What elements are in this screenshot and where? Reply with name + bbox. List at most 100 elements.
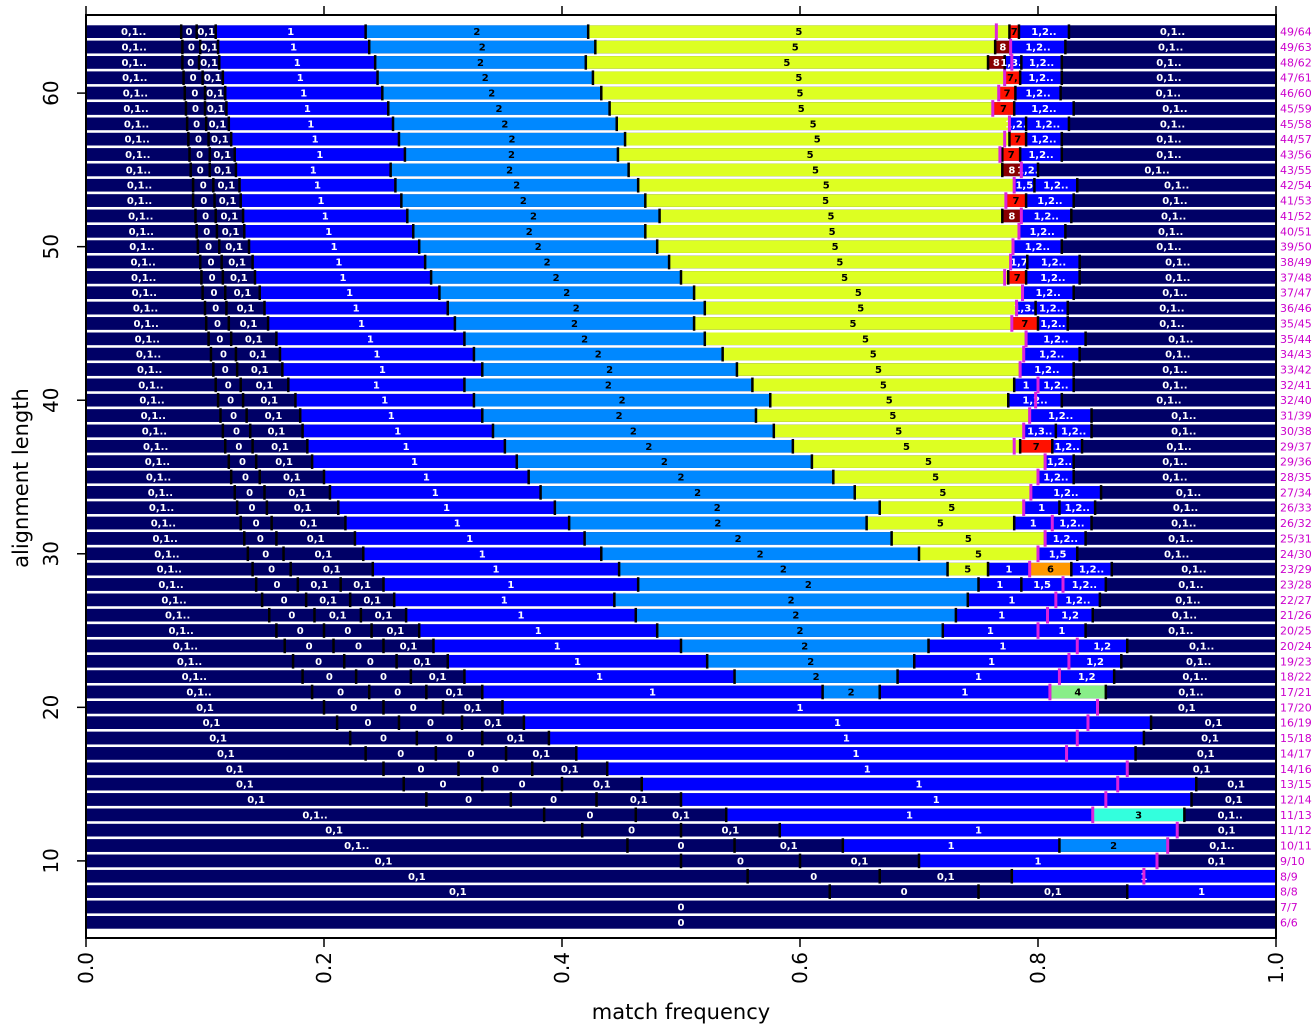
segment-label: 1,2.. [1028, 73, 1053, 84]
segment-label: 1 [310, 165, 317, 176]
bar-segment [707, 654, 915, 668]
segment-label: 1 [1030, 519, 1037, 530]
bar-segment [398, 132, 626, 146]
bar-segment [1101, 486, 1276, 499]
bar-segment [554, 501, 880, 515]
segment-label: 0,1.. [133, 304, 158, 315]
segment-label: 2 [473, 27, 480, 38]
segment-label: 1 [388, 411, 395, 422]
bar-segment [382, 86, 602, 100]
segment-label: 0 [202, 211, 209, 222]
segment-label: 0 [492, 764, 499, 775]
segment-label: 1 [988, 657, 995, 668]
segment-label: 1,2.. [1017, 165, 1042, 176]
bar-segment [86, 393, 219, 407]
segment-label: 0,1 [387, 626, 405, 637]
segment-label: 1 [466, 534, 473, 545]
bar-segment [1020, 439, 1053, 453]
segment-label: 1 [314, 181, 321, 192]
segment-label: 0 [306, 641, 313, 652]
segment-label: 0 [315, 657, 322, 668]
bar-segment [383, 578, 639, 591]
segment-label: 0,1 [197, 27, 215, 38]
bar-segment [548, 731, 1144, 745]
segment-label: 0,1.. [1171, 411, 1196, 422]
segment-label: 0,1.. [1168, 534, 1193, 545]
row-label: 41/53 [1280, 195, 1312, 208]
bar-segment [254, 271, 432, 284]
bar-segment [407, 209, 660, 223]
segment-label: 5 [822, 196, 829, 207]
bar-segment [770, 393, 1009, 407]
row-label: 14/17 [1280, 747, 1312, 760]
row-label: 30/38 [1280, 425, 1312, 438]
bar-segment [829, 885, 979, 898]
row-label: 15/18 [1280, 732, 1312, 745]
segment-label: 0 [188, 43, 195, 54]
bar-segment [1027, 255, 1080, 269]
segment-label: 1,2.. [1059, 519, 1084, 530]
bar-segment [188, 132, 209, 146]
bar-segment [473, 347, 723, 361]
bar-segment [86, 132, 189, 146]
segment-label: 0,1.. [128, 211, 153, 222]
bar-segment [187, 117, 207, 131]
y-axis: 10 20 30 40 50 60 [39, 80, 86, 874]
bar-segment [1068, 117, 1276, 131]
segment-label: 8 [1008, 165, 1015, 176]
bar-segment [1009, 132, 1027, 146]
segment-label: 0,1 [722, 826, 740, 837]
segment-label: 1 [834, 718, 841, 729]
bar-segment [482, 363, 737, 376]
segment-label: 1 [287, 27, 294, 38]
bar-segment [1073, 363, 1276, 376]
bar-segment [395, 178, 639, 192]
segment-label: 0,1.. [124, 119, 149, 130]
bar-segment [208, 132, 232, 146]
segment-label: 1 [304, 104, 311, 115]
segment-label: 0,1 [464, 703, 482, 714]
bar-segment [833, 470, 1038, 484]
bar-segment [222, 271, 255, 284]
segment-label: 0,1.. [143, 442, 168, 453]
segment-label: 0,1.. [1218, 810, 1243, 821]
bar-segment [300, 409, 483, 422]
bar-segment [86, 885, 830, 898]
segment-label: 5 [795, 73, 802, 84]
bar-segment [645, 194, 1006, 207]
segment-label: 1,2.. [1043, 473, 1068, 484]
bar-segment [86, 501, 238, 515]
row-label: 48/62 [1280, 56, 1312, 69]
segment-label: 5 [948, 503, 955, 514]
segment-label: 0,1.. [1162, 196, 1187, 207]
segment-label: 0,1.. [1171, 519, 1196, 530]
segment-label: 0 [220, 350, 227, 361]
segment-label: 1 [381, 396, 388, 407]
bar-row-28: 0,1.. 0 0,1 0,1 1 2 1 1,5 1,2.. 0,1.. 23/28 [86, 576, 1312, 593]
bar-segment [240, 516, 272, 530]
bar-segment [595, 40, 996, 54]
bar-segment [1020, 363, 1074, 376]
segment-label: 0 [380, 672, 387, 683]
bar-segment [193, 178, 214, 192]
segment-label: 0,1.. [1165, 273, 1190, 284]
bar-segment [243, 393, 296, 407]
row-label: 29/36 [1280, 456, 1312, 469]
bar-row-59: 0,1.. 0 0,1 1 2 5 7 1,2.. 0,1.. 45/59 [86, 100, 1312, 117]
segment-label: 5 [875, 365, 882, 376]
bar-segment [375, 56, 586, 69]
segment-label: 0,1.. [1156, 396, 1181, 407]
bar-segment [879, 685, 1050, 699]
segment-label: 0 [227, 396, 234, 407]
segment-label: 0 [394, 687, 401, 698]
segment-label: 0 [225, 380, 232, 391]
bar-segment [193, 194, 215, 207]
bar-segment [1061, 240, 1276, 253]
bar-segment [879, 501, 1024, 515]
bar-segment [262, 593, 307, 607]
bar-segment [350, 731, 417, 745]
bar-segment [86, 347, 211, 361]
bar-segment [1026, 271, 1080, 284]
bar-segment [967, 593, 1056, 607]
segment-label: 1 [975, 672, 982, 683]
